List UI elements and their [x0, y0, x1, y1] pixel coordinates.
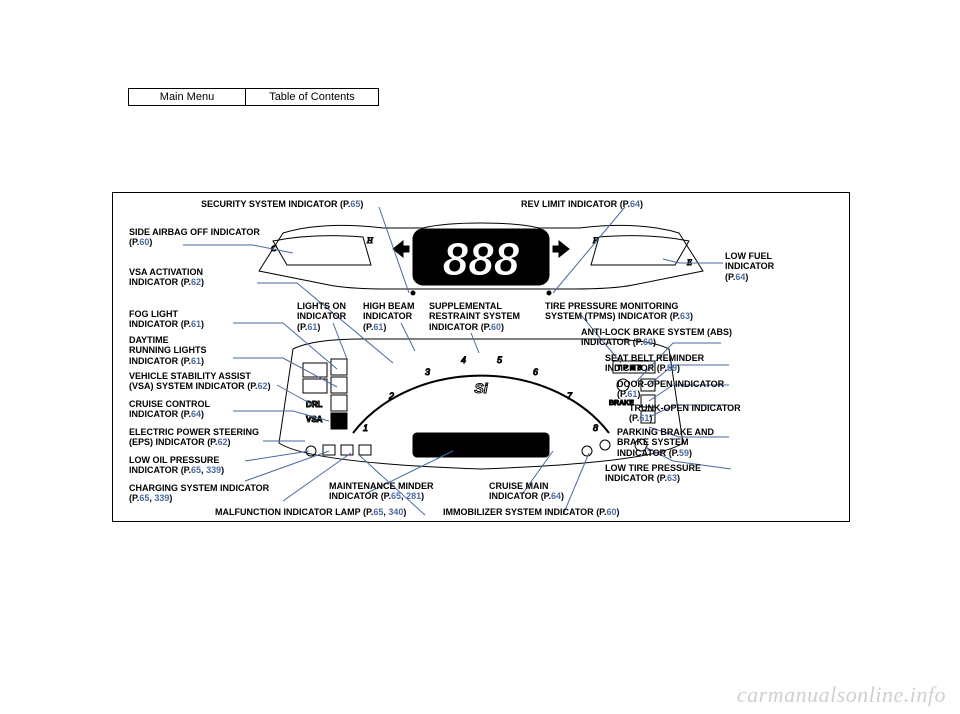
low-fuel-label: LOW FUELINDICATOR (P.64)	[725, 251, 774, 282]
charging-label: CHARGING SYSTEM INDICATOR (P.65, 339)	[129, 483, 269, 504]
lights-on-label: LIGHTS ONINDICATOR (P.61)	[297, 301, 346, 332]
eps-label: ELECTRIC POWER STEERING(EPS) INDICATOR (…	[129, 427, 259, 448]
immobilizer-label: IMMOBILIZER SYSTEM INDICATOR (P.60)	[443, 507, 620, 517]
mil-label: MALFUNCTION INDICATOR LAMP (P.65, 340)	[215, 507, 406, 517]
low-oil-label: LOW OIL PRESSUREINDICATOR (P.65, 339)	[129, 455, 224, 476]
instrument-panel-diagram: C H F E 888 km/h mph Si 1 2 3 4 5 6 7 8 …	[112, 192, 850, 522]
cruise-control-label: CRUISE CONTROLINDICATOR (P.64)	[129, 399, 210, 420]
security-label: SECURITY SYSTEM INDICATOR (P.65)	[201, 199, 363, 209]
srs-label: SUPPLEMENTALRESTRAINT SYSTEMINDICATOR (P…	[429, 301, 520, 332]
maint-minder-label: MAINTENANCE MINDERINDICATOR (P.65, 281)	[329, 481, 434, 502]
watermark: carmanualsonline.info	[737, 682, 946, 708]
seat-belt-label: SEAT BELT REMINDERINDICATOR (P.59)	[605, 353, 704, 374]
high-beam-label: HIGH BEAMINDICATOR (P.61)	[363, 301, 415, 332]
main-menu-button[interactable]: Main Menu	[128, 88, 246, 106]
fog-light-label: FOG LIGHTINDICATOR (P.61)	[129, 309, 204, 330]
door-open-label: DOOR-OPEN INDICATOR (P.61)	[617, 379, 724, 400]
side-airbag-label: SIDE AIRBAG OFF INDICATOR (P.60)	[129, 227, 260, 248]
vsa-activation-label: VSA ACTIVATIONINDICATOR (P.62)	[129, 267, 204, 288]
tpms-top-label: TIRE PRESSURE MONITORINGSYSTEM (TPMS) IN…	[545, 301, 693, 322]
rev-limit-label: REV LIMIT INDICATOR (P.64)	[521, 199, 643, 209]
nav-buttons: Main Menu Table of Contents	[128, 88, 379, 106]
abs-label: ANTI-LOCK BRAKE SYSTEM (ABS)INDICATOR (P…	[581, 327, 732, 348]
drl-label: DAYTIMERUNNING LIGHTSINDICATOR (P.61)	[129, 335, 207, 366]
cruise-main-label: CRUISE MAININDICATOR (P.64)	[489, 481, 564, 502]
parking-brake-label: PARKING BRAKE ANDBRAKE SYSTEMINDICATOR (…	[617, 427, 714, 458]
trunk-open-label: TRUNK-OPEN INDICATOR (P.61)	[629, 403, 741, 424]
low-tire-label: LOW TIRE PRESSUREINDICATOR (P.63)	[605, 463, 701, 484]
vsa-system-label: VEHICLE STABILITY ASSIST(VSA) SYSTEM IND…	[129, 371, 271, 392]
toc-button[interactable]: Table of Contents	[245, 88, 379, 106]
